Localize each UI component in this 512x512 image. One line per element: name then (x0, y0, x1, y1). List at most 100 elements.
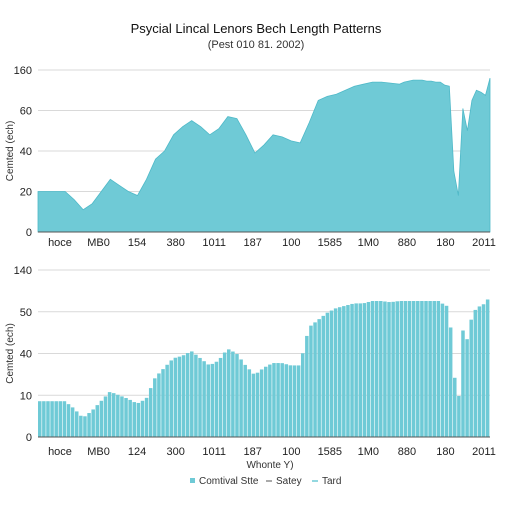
bar (95, 405, 100, 437)
chart-title: Psycial Lincal Lenors Bech Length Patter… (131, 21, 382, 36)
bar (428, 301, 432, 437)
bar (185, 353, 190, 437)
bar (350, 303, 354, 437)
chart-legend: Comtival Stte Satey Tard (190, 476, 341, 487)
bar (107, 392, 112, 437)
bar (358, 303, 363, 437)
bar (288, 365, 293, 437)
bar (136, 402, 141, 437)
bar (333, 308, 338, 437)
bar (313, 322, 317, 437)
bar (337, 307, 342, 437)
bottom-chart-y-axis-label: Cemted (ech) (5, 323, 16, 384)
x-tick-label: 100 (282, 446, 300, 458)
x-tick-label: 380 (166, 237, 184, 249)
x-tick-label: 1M0 (358, 446, 379, 458)
bar (120, 396, 124, 437)
y-tick-label: 140 (14, 265, 32, 277)
bar (202, 361, 206, 437)
bar (198, 357, 202, 437)
legend-swatch-comtival-stte (190, 478, 195, 483)
legend-label-tard: Tard (322, 476, 341, 487)
y-tick-label: 50 (20, 307, 32, 319)
bar (370, 301, 375, 437)
bar (103, 396, 108, 437)
bar (210, 363, 215, 437)
bar (448, 327, 453, 437)
x-tick-label: 187 (244, 446, 262, 458)
bar (194, 354, 198, 437)
bar (309, 325, 313, 437)
x-tick-label: 2011 (472, 446, 496, 458)
bar (411, 301, 416, 437)
bar (218, 357, 223, 437)
bar (42, 401, 46, 437)
bar (444, 305, 449, 437)
bar (399, 301, 404, 437)
bar (70, 407, 75, 437)
bar (243, 364, 247, 437)
bar (50, 401, 54, 437)
bar (128, 399, 132, 437)
bar (46, 401, 50, 437)
bar (132, 402, 137, 437)
bar (420, 301, 424, 437)
bar (87, 413, 91, 437)
bar (79, 415, 83, 437)
bar (280, 363, 284, 437)
bar (383, 301, 387, 437)
bar (255, 372, 260, 437)
bar (457, 396, 461, 437)
bar (140, 400, 145, 437)
bar (436, 301, 441, 437)
bar (153, 378, 157, 437)
bar (461, 330, 465, 437)
bottom-chart-y-ticks: 0 10 40 50 140 (14, 265, 32, 444)
x-tick-label: 154 (128, 237, 146, 249)
y-tick-label: 0 (26, 227, 32, 239)
bar (214, 361, 219, 437)
bar (403, 301, 408, 437)
bar (222, 352, 227, 437)
bar (148, 388, 153, 437)
bar (387, 302, 391, 437)
bar (296, 365, 301, 437)
bar (124, 398, 128, 437)
bar (181, 355, 186, 437)
bar (354, 303, 358, 437)
bar (239, 359, 243, 437)
chart-subtitle: (Pest 010 81. 2002) (208, 39, 305, 51)
bar (165, 364, 169, 437)
bar (346, 305, 350, 437)
bar (485, 299, 490, 437)
bottom-chart-x-ticks: hoce MB0 124 300 1011 187 100 1585 1M0 880 180 2011 (48, 446, 496, 458)
bar (453, 377, 457, 437)
bar (325, 312, 330, 437)
bar (272, 363, 276, 437)
bar (379, 301, 383, 437)
x-tick-label: MB0 (87, 237, 110, 249)
x-tick-label: hoce (48, 446, 72, 458)
x-tick-label: 1011 (202, 237, 226, 249)
x-tick-label: hoce (48, 237, 72, 249)
bar (251, 373, 256, 437)
x-tick-label: 187 (244, 237, 262, 249)
bar (157, 373, 161, 437)
bottom-bar-series (38, 299, 490, 437)
bar (342, 306, 346, 437)
bar (416, 301, 420, 437)
bar (169, 360, 173, 437)
x-tick-label: 1011 (202, 446, 226, 458)
bar (317, 319, 321, 437)
bar (83, 416, 87, 437)
bar (473, 309, 478, 437)
bar (227, 349, 231, 437)
legend-label-satey: Satey (276, 476, 302, 487)
top-chart-y-ticks: 0 20 40 60 160 (14, 65, 32, 239)
bar (481, 304, 486, 437)
bottom-bar-chart: 0 10 40 50 140 hoce MB0 124 300 1011 187 100 1585 1M… (5, 265, 496, 471)
bar (276, 363, 280, 437)
bar (161, 369, 165, 437)
bar (395, 301, 399, 437)
